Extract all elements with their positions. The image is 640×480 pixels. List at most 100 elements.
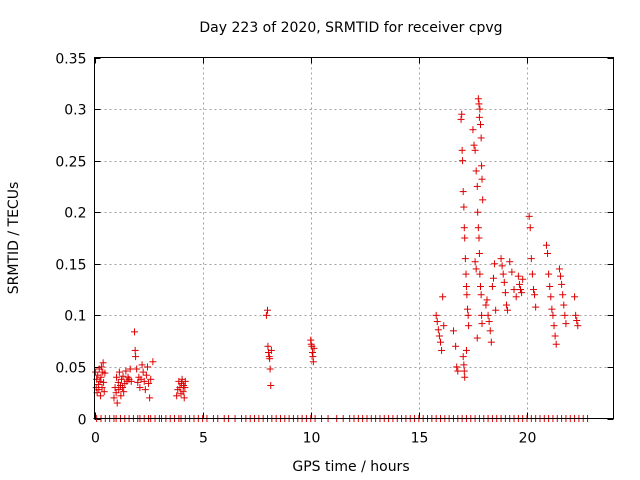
data-point: [477, 282, 485, 290]
data-point: [573, 317, 581, 325]
data-point: [473, 182, 481, 190]
data-point: [452, 342, 460, 350]
x-tick-label: 15: [411, 431, 429, 447]
y-tick-label: 0.25: [55, 155, 86, 171]
data-point: [126, 365, 134, 373]
data-point: [461, 234, 469, 242]
data-point: [439, 293, 447, 301]
data-point: [111, 384, 119, 392]
data-point: [559, 291, 567, 299]
data-point: [484, 311, 492, 319]
axis-ticks: [94, 57, 614, 420]
data-point: [97, 363, 105, 371]
grid-lines: [94, 57, 614, 419]
data-point: [572, 311, 580, 319]
data-point: [478, 162, 486, 170]
data-point: [96, 377, 104, 385]
data-point: [438, 346, 446, 354]
data-point: [479, 196, 487, 204]
y-tick-label: 0.3: [64, 103, 86, 119]
data-point: [474, 95, 482, 103]
data-point: [547, 293, 555, 301]
data-point: [464, 305, 472, 313]
data-point: [173, 392, 181, 400]
data-point: [459, 157, 467, 165]
data-point: [461, 255, 469, 263]
data-point: [118, 375, 126, 383]
data-point: [470, 141, 478, 149]
y-axis-label: SRMTID / TECUs: [6, 182, 22, 295]
data-point: [264, 342, 272, 350]
data-point: [475, 249, 483, 257]
data-points: [92, 95, 582, 407]
plot-frame: [94, 57, 614, 419]
data-point: [486, 327, 494, 335]
data-point: [551, 332, 559, 340]
data-point: [147, 375, 155, 383]
data-point: [525, 212, 533, 220]
data-point: [482, 301, 490, 309]
data-point: [558, 280, 566, 288]
data-point: [571, 293, 579, 301]
data-point: [145, 379, 153, 387]
data-point: [458, 146, 466, 154]
y-tick-label: 0.2: [64, 206, 86, 222]
data-point: [101, 369, 109, 377]
data-point: [459, 188, 467, 196]
data-point: [179, 388, 187, 396]
data-point: [465, 322, 473, 330]
data-point: [264, 306, 271, 314]
data-point: [146, 394, 154, 402]
data-point: [454, 367, 462, 375]
data-point: [489, 274, 497, 282]
data-point: [499, 270, 507, 278]
data-point: [437, 338, 444, 346]
data-point: [133, 365, 141, 373]
data-point: [457, 115, 465, 123]
data-point: [471, 258, 479, 266]
data-point: [141, 386, 149, 394]
data-point: [561, 311, 569, 319]
data-point: [506, 258, 514, 266]
data-point: [471, 146, 479, 154]
data-point: [519, 275, 527, 283]
data-point: [433, 318, 441, 326]
data-point: [502, 301, 510, 309]
data-point: [483, 296, 491, 304]
data-point: [545, 270, 553, 278]
data-point: [562, 320, 570, 328]
data-point: [180, 394, 188, 402]
data-point: [504, 306, 512, 314]
data-point: [485, 318, 493, 326]
data-point: [267, 381, 275, 389]
x-axis-label: GPS time / hours: [292, 459, 409, 475]
data-point: [478, 311, 486, 319]
x-tick-label: 0: [91, 431, 100, 447]
data-point: [134, 378, 142, 386]
data-point: [476, 105, 484, 113]
data-point: [435, 332, 443, 340]
data-point: [560, 301, 568, 309]
data-point: [462, 282, 470, 290]
data-point: [531, 291, 539, 299]
x-tick-label: 20: [519, 431, 537, 447]
data-point: [518, 289, 526, 297]
data-point: [181, 384, 189, 392]
data-point: [115, 368, 123, 376]
data-point: [136, 384, 144, 392]
data-point: [432, 311, 440, 319]
data-point: [517, 286, 525, 294]
data-point: [262, 311, 270, 319]
y-tick-label: 0.15: [55, 258, 86, 274]
data-point: [459, 353, 467, 361]
data-point: [548, 305, 556, 313]
data-point: [99, 359, 107, 367]
data-point: [113, 373, 121, 381]
data-point: [532, 303, 540, 311]
data-point: [127, 377, 135, 385]
data-point: [475, 100, 483, 108]
data-point: [475, 234, 483, 242]
data-point: [527, 255, 535, 263]
data-point: [474, 208, 482, 216]
data-point: [140, 377, 148, 385]
